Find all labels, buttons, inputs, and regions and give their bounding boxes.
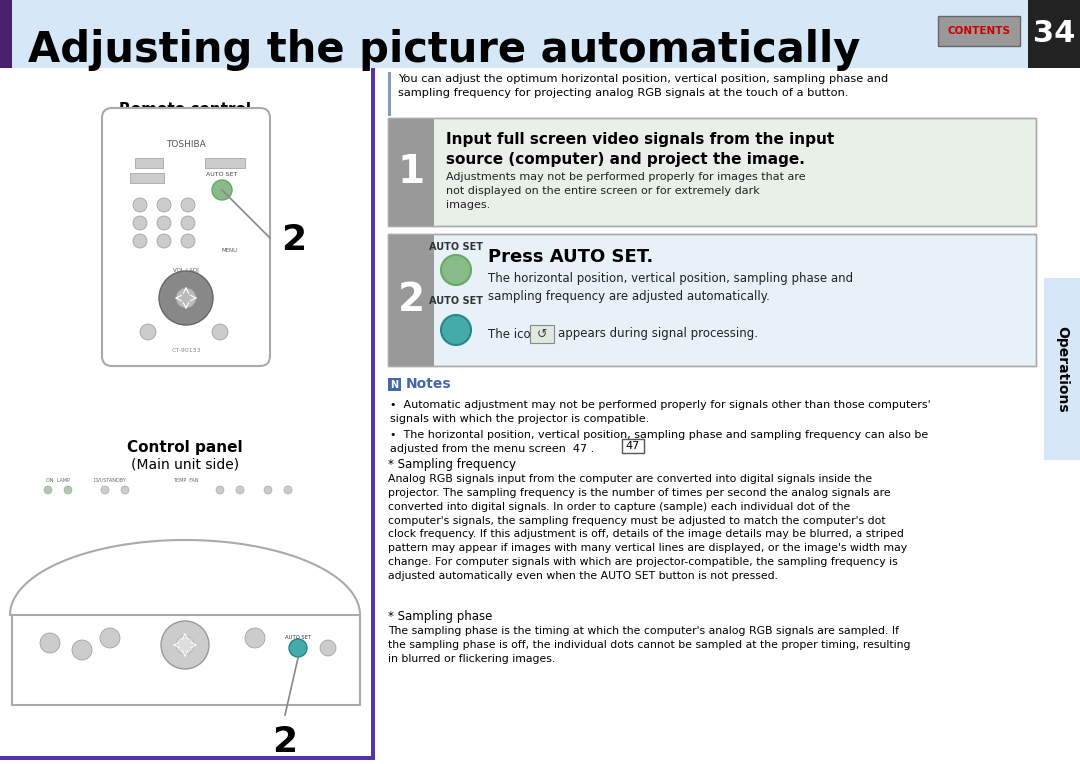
Circle shape [441, 255, 471, 285]
Bar [372, 68, 375, 760]
Bar [388, 118, 1036, 226]
Text: CONTENTS: CONTENTS [947, 26, 1011, 36]
Text: VOL / ADJ: VOL / ADJ [173, 268, 199, 273]
Text: ON  LAMP: ON LAMP [46, 478, 70, 483]
Circle shape [121, 486, 129, 494]
Text: AUTO SET: AUTO SET [429, 296, 483, 306]
Circle shape [133, 198, 147, 212]
Bar [135, 158, 163, 168]
Text: Input full screen video signals from the input
source (computer) and project the: Input full screen video signals from the… [446, 132, 834, 167]
Bar [530, 325, 554, 343]
Bar [388, 118, 1036, 226]
Circle shape [44, 486, 52, 494]
Circle shape [157, 234, 171, 248]
Text: AUTO SET: AUTO SET [206, 172, 238, 177]
Circle shape [102, 486, 109, 494]
Text: 34: 34 [1032, 20, 1076, 48]
Circle shape [159, 271, 213, 325]
Bar [388, 234, 1036, 366]
Text: AUTO SET: AUTO SET [429, 242, 483, 252]
Text: 47: 47 [626, 441, 640, 451]
Text: You can adjust the optimum horizontal position, vertical position, sampling phas: You can adjust the optimum horizontal po… [399, 74, 888, 99]
Circle shape [40, 633, 60, 653]
Circle shape [264, 486, 272, 494]
Circle shape [320, 640, 336, 656]
Circle shape [157, 216, 171, 230]
Circle shape [161, 621, 210, 669]
Circle shape [133, 234, 147, 248]
FancyBboxPatch shape [102, 108, 270, 366]
Text: ↺: ↺ [537, 328, 548, 341]
Text: Analog RGB signals input from the computer are converted into digital signals in: Analog RGB signals input from the comput… [388, 474, 907, 581]
Circle shape [133, 216, 147, 230]
Bar [12, 615, 360, 705]
Text: N: N [391, 380, 399, 390]
Circle shape [245, 628, 265, 648]
Text: appears during signal processing.: appears during signal processing. [558, 328, 758, 341]
Circle shape [64, 486, 72, 494]
Bar [388, 378, 401, 391]
Circle shape [237, 486, 244, 494]
Circle shape [176, 636, 194, 654]
Circle shape [212, 324, 228, 340]
Text: Press AUTO SET.: Press AUTO SET. [488, 248, 653, 266]
Circle shape [181, 216, 195, 230]
Circle shape [157, 198, 171, 212]
Circle shape [284, 486, 292, 494]
Text: Notes: Notes [406, 377, 451, 391]
Circle shape [72, 640, 92, 660]
Bar [622, 439, 644, 453]
Bar [130, 173, 164, 183]
Text: 2: 2 [282, 223, 307, 257]
Text: 1: 1 [397, 153, 424, 191]
Text: MENU: MENU [221, 248, 238, 253]
Circle shape [441, 315, 471, 345]
Bar [388, 234, 1036, 366]
Bar [388, 234, 434, 366]
Bar [939, 16, 1020, 46]
Text: CT-90133: CT-90133 [172, 348, 201, 353]
Circle shape [140, 324, 156, 340]
Text: TEMP  FAN: TEMP FAN [173, 478, 199, 483]
Text: Control panel: Control panel [127, 440, 243, 455]
Bar [205, 158, 245, 168]
Circle shape [181, 234, 195, 248]
Circle shape [100, 628, 120, 648]
Bar [0, 0, 1080, 68]
Text: •  Automatic adjustment may not be performed properly for signals other than tho: • Automatic adjustment may not be perfor… [390, 400, 931, 424]
Text: * Sampling phase: * Sampling phase [388, 610, 492, 623]
Text: Operations: Operations [1055, 325, 1069, 413]
Text: AUTO SET: AUTO SET [285, 635, 311, 640]
Circle shape [212, 180, 232, 200]
Text: The icon: The icon [488, 328, 538, 341]
Bar [1028, 0, 1080, 68]
Circle shape [289, 639, 307, 657]
Bar [1044, 278, 1080, 460]
Text: (Main unit side): (Main unit side) [131, 457, 239, 471]
Bar [388, 118, 434, 226]
Circle shape [181, 198, 195, 212]
Text: * Sampling frequency: * Sampling frequency [388, 458, 516, 471]
Text: 2: 2 [272, 725, 298, 759]
Circle shape [216, 486, 224, 494]
Text: Adjusting the picture automatically: Adjusting the picture automatically [28, 29, 861, 71]
Bar [0, 0, 12, 68]
Text: •  The horizontal position, vertical position, sampling phase and sampling frequ: • The horizontal position, vertical posi… [390, 430, 928, 454]
Bar [388, 72, 391, 116]
Text: The horizontal position, vertical position, sampling phase and
sampling frequenc: The horizontal position, vertical positi… [488, 272, 853, 303]
Text: The sampling phase is the timing at which the computer's analog RGB signals are : The sampling phase is the timing at whic… [388, 626, 910, 664]
Text: DVI/STANDBY: DVI/STANDBY [94, 478, 126, 483]
Text: Remote control: Remote control [119, 102, 251, 117]
Bar [0, 756, 375, 760]
Text: 2: 2 [397, 281, 424, 319]
Text: Adjustments may not be performed properly for images that are
not displayed on t: Adjustments may not be performed properl… [446, 172, 806, 210]
Text: TOSHIBA: TOSHIBA [166, 140, 206, 149]
Circle shape [176, 288, 195, 308]
Bar [0, 68, 375, 764]
